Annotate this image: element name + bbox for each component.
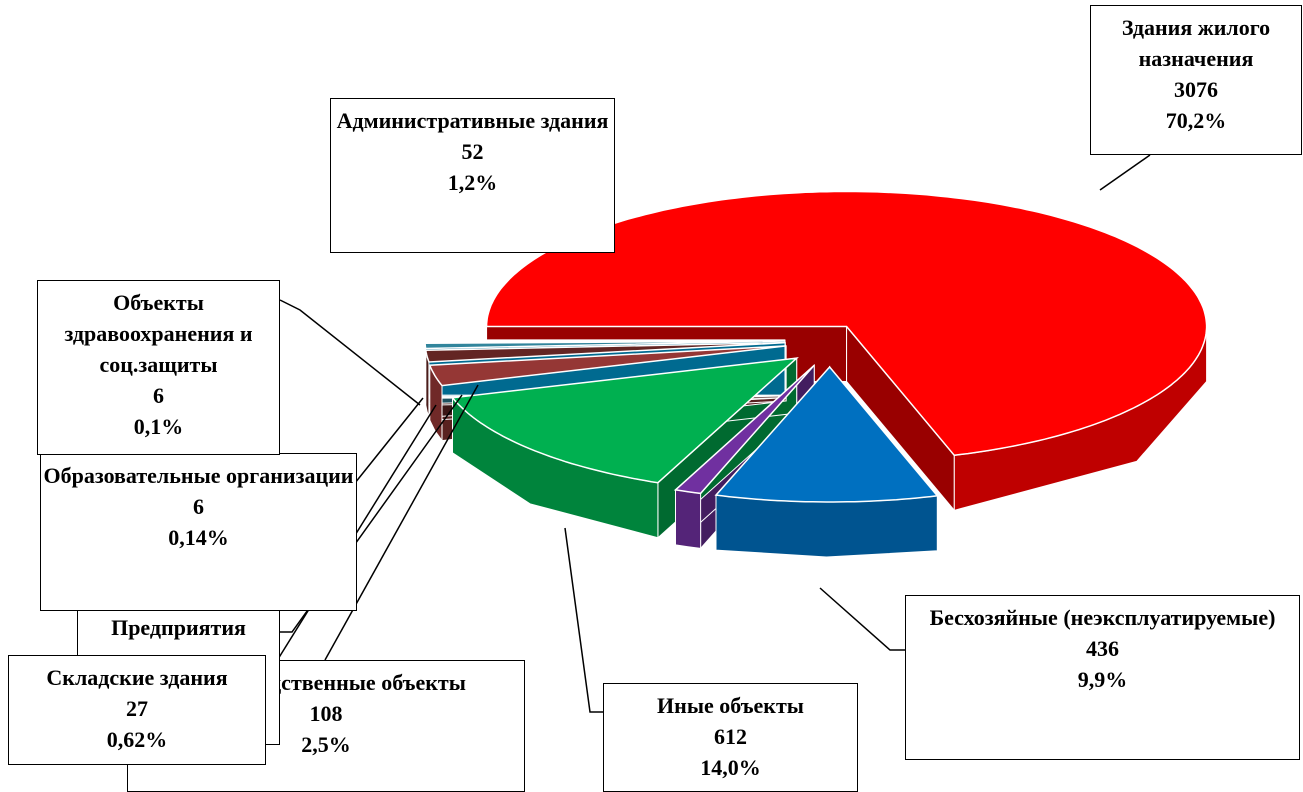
label-name: Административные здания [336,108,609,133]
leader-line [279,299,421,406]
data-label: Бесхозяйные (неэксплуатируемые) 436 9,9% [905,595,1300,760]
tops [424,190,1208,503]
slice-wall [715,494,938,558]
label-percent: 14,0% [700,755,761,780]
slice [428,345,787,387]
slice [424,339,786,343]
data-label: Образовательные организации 6 0,14% [40,453,357,611]
label-value: 436 [1086,636,1119,661]
slice [714,365,939,503]
label-name: Иные объекты [657,693,804,718]
label-value: 52 [461,139,484,164]
leader-line [1099,154,1151,191]
slice [673,364,815,495]
label-value: 612 [714,724,747,749]
label-value: 27 [126,696,148,721]
label-value: 6 [193,494,204,519]
label-percent: 0,1% [133,414,184,439]
leader-line [324,384,479,661]
label-value: 108 [309,701,343,726]
label-percent: 0,14% [168,525,229,550]
label-name: Бесхозяйные (неэксплуатируемые) [929,605,1276,630]
slice [424,341,786,363]
label-name: Здания жилого назначения [1121,15,1271,71]
label-name: Складские здания [46,665,228,690]
leader-line [819,587,905,651]
data-label: Здания жилого назначения 3076 70,2% [1090,5,1302,155]
data-label: Объекты здравоохранения и соц.защиты 6 0,1… [37,280,280,455]
label-name: Объекты здравоохранения и соц.защиты [64,290,253,377]
label-percent: 70,2% [1165,108,1227,133]
label-percent: 0,62% [106,727,168,752]
data-label: Складские здания 27 0,62% [8,655,266,765]
label-value: 3076 [1174,77,1218,102]
label-percent: 1,2% [447,170,498,195]
slice [451,357,799,484]
label-percent: 9,9% [1077,667,1128,692]
slice-wall [675,489,702,549]
leader-line [564,527,603,713]
label-percent: 2,5% [301,732,351,757]
data-label: Административные здания 52 1,2% [330,98,615,253]
data-label: Иные объекты 612 14,0% [603,683,858,792]
leader-line [280,394,463,633]
label-value: 6 [153,383,164,408]
label-name: Образовательные организации [43,463,354,488]
